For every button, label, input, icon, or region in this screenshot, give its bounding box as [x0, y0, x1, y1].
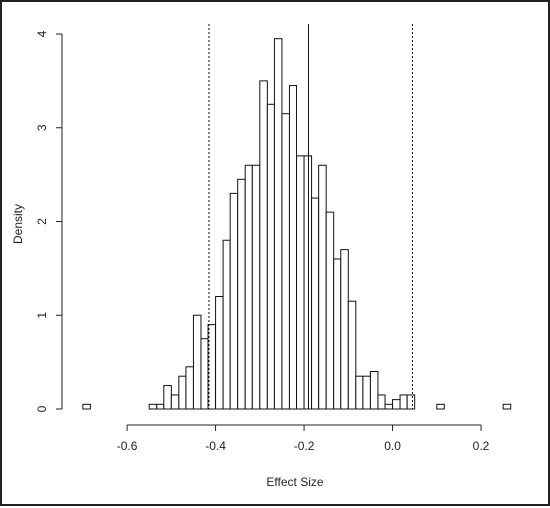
histogram-bar — [340, 249, 349, 410]
y-tick-label: 2 — [35, 218, 49, 225]
x-tick-label: 0.0 — [384, 439, 401, 453]
histogram-bar — [436, 403, 445, 410]
y-tick-label: 4 — [35, 30, 49, 37]
histogram-bar — [185, 366, 194, 410]
histogram-bar — [229, 192, 239, 410]
y-tick-label: 0 — [35, 405, 49, 412]
histogram-bar — [296, 155, 305, 410]
histogram-bar — [215, 296, 224, 410]
histogram-bar — [200, 338, 209, 410]
histogram-bar — [399, 394, 408, 410]
histogram-bars — [82, 38, 512, 410]
histogram-bar — [251, 164, 261, 410]
histogram-bar — [303, 155, 313, 410]
histogram-bar — [244, 164, 253, 410]
histogram-bar — [392, 399, 401, 410]
histogram-bar — [266, 103, 275, 410]
histogram-bar — [377, 394, 386, 410]
histogram-bar — [259, 80, 268, 410]
histogram-bar — [156, 403, 165, 410]
x-axis-label: Effect Size — [266, 475, 323, 489]
y-axis-label: Density — [11, 204, 25, 244]
y-axis: 0 1 2 3 4 — [35, 30, 63, 412]
histogram-bar — [178, 375, 187, 410]
histogram-bar — [355, 375, 364, 410]
x-axis: -0.6 -0.4 -0.2 0.0 0.2 — [117, 424, 490, 453]
histogram-bar — [163, 385, 172, 410]
histogram-bar — [347, 300, 357, 410]
histogram-bar — [369, 371, 379, 410]
histogram-bar — [237, 178, 246, 410]
y-tick-label: 3 — [35, 124, 49, 131]
histogram-bar — [362, 375, 371, 410]
histogram-bar — [192, 314, 202, 410]
histogram-bar — [281, 113, 290, 410]
histogram-bar — [406, 394, 416, 410]
histogram-bar — [288, 85, 298, 410]
x-tick-label: -0.2 — [294, 439, 315, 453]
histogram-bar — [148, 403, 158, 410]
histogram-bar — [502, 403, 512, 410]
histogram-bar — [311, 197, 320, 410]
y-tick-label: 1 — [35, 312, 49, 319]
reference-lines — [208, 24, 413, 409]
x-tick-label: -0.6 — [117, 439, 138, 453]
x-tick-label: 0.2 — [473, 439, 490, 453]
x-tick-label: -0.4 — [205, 439, 226, 453]
histogram-bar — [82, 403, 91, 410]
histogram-bar — [384, 403, 394, 410]
histogram-bar — [273, 38, 283, 410]
histogram-bar — [333, 258, 342, 410]
histogram-bar — [222, 239, 231, 410]
histogram-bar — [318, 164, 327, 410]
histogram-bar — [170, 394, 180, 410]
histogram-bar — [325, 211, 335, 410]
